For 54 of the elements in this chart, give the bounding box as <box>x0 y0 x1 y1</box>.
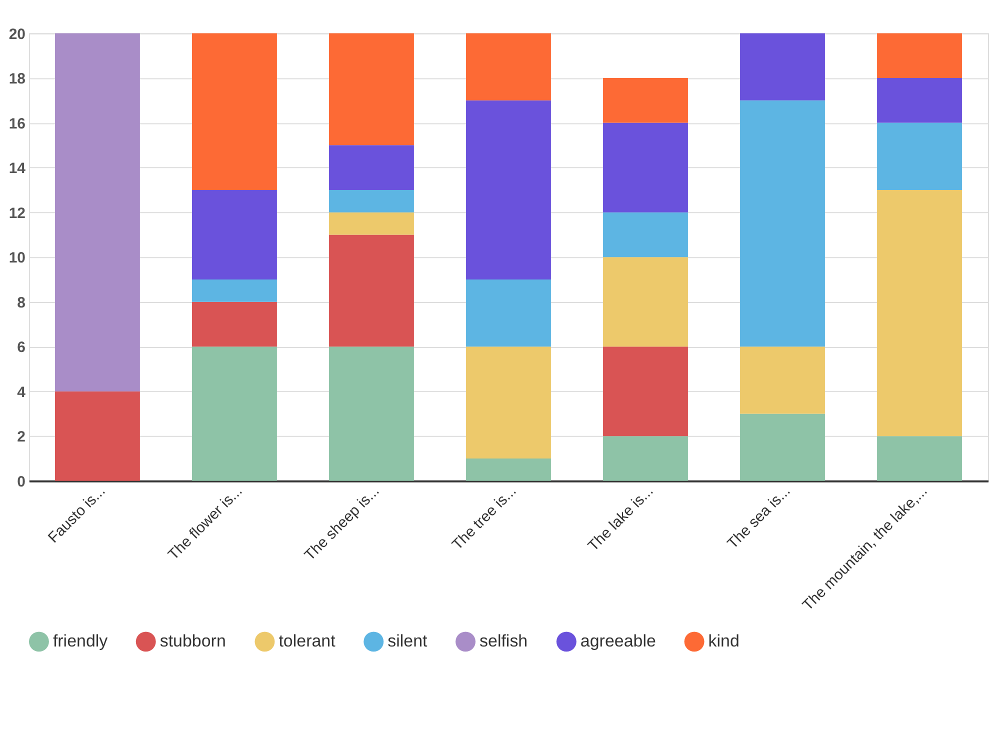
legend-label: kind <box>708 632 740 651</box>
legend-label: friendly <box>52 632 108 651</box>
legend-label: tolerant <box>278 632 336 651</box>
bar <box>877 78 962 123</box>
y-tick-label: 8 <box>17 294 26 312</box>
y-tick-label: 0 <box>17 473 26 490</box>
bar <box>603 346 688 436</box>
x-tick-label: The sea is... <box>724 482 794 552</box>
y-tick-label: 12 <box>8 204 26 222</box>
bar <box>466 100 551 280</box>
bar <box>466 458 551 481</box>
y-tick-label: 4 <box>17 384 26 401</box>
x-tick-label: The tree is... <box>448 482 520 554</box>
legend-label: agreeable <box>580 632 656 651</box>
y-tick-label: 10 <box>8 250 26 267</box>
bar <box>740 346 825 414</box>
y-tick-label: 2 <box>17 428 26 446</box>
y-tick-label: 6 <box>17 339 26 356</box>
y-tick-label: 16 <box>8 115 26 132</box>
bar <box>192 33 277 190</box>
bar <box>55 33 140 392</box>
bar <box>329 190 414 212</box>
bar <box>329 33 414 146</box>
bar <box>877 190 962 436</box>
bar <box>740 33 825 100</box>
legend-label: stubborn <box>160 632 226 651</box>
bar <box>740 414 825 481</box>
bar <box>603 436 688 481</box>
legend-label: silent <box>388 632 428 651</box>
bar <box>877 436 962 481</box>
y-tick-label: 18 <box>8 70 26 88</box>
bar <box>466 346 551 458</box>
bar <box>877 122 962 190</box>
bar <box>466 33 551 100</box>
bar <box>192 346 277 481</box>
y-tick-label: 14 <box>8 160 26 178</box>
bar <box>603 257 688 347</box>
bar <box>192 279 277 302</box>
y-tick-label: 20 <box>8 26 26 43</box>
bar <box>329 145 414 190</box>
bar <box>329 346 414 481</box>
bar <box>603 78 688 123</box>
bar <box>55 391 140 481</box>
bar <box>603 122 688 212</box>
bar <box>603 212 688 258</box>
bar <box>877 33 962 78</box>
bar <box>466 279 551 347</box>
legend-label: selfish <box>480 632 528 651</box>
bar <box>329 234 414 347</box>
bar <box>329 212 414 235</box>
bar <box>192 302 277 347</box>
bar <box>192 190 277 280</box>
bar <box>740 100 825 347</box>
x-tick-label: The lake is... <box>584 482 657 555</box>
